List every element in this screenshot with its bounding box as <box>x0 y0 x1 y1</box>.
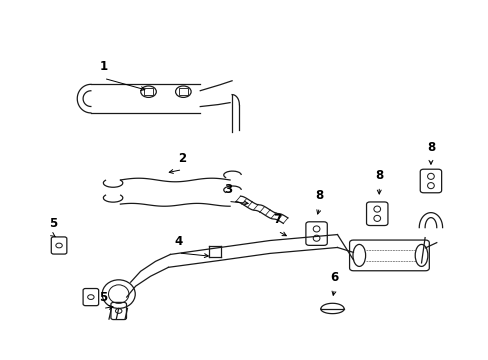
Bar <box>179 89 187 95</box>
Text: 5: 5 <box>99 291 107 303</box>
Text: 1: 1 <box>100 60 108 73</box>
Text: 4: 4 <box>174 235 182 248</box>
Text: 8: 8 <box>374 168 383 181</box>
Text: 3: 3 <box>224 184 232 197</box>
Text: 7: 7 <box>273 213 281 226</box>
Text: 6: 6 <box>330 271 338 284</box>
Text: 8: 8 <box>426 141 434 154</box>
Text: 8: 8 <box>315 189 323 202</box>
Text: 2: 2 <box>178 152 186 165</box>
Bar <box>144 89 153 95</box>
Text: 5: 5 <box>49 217 57 230</box>
